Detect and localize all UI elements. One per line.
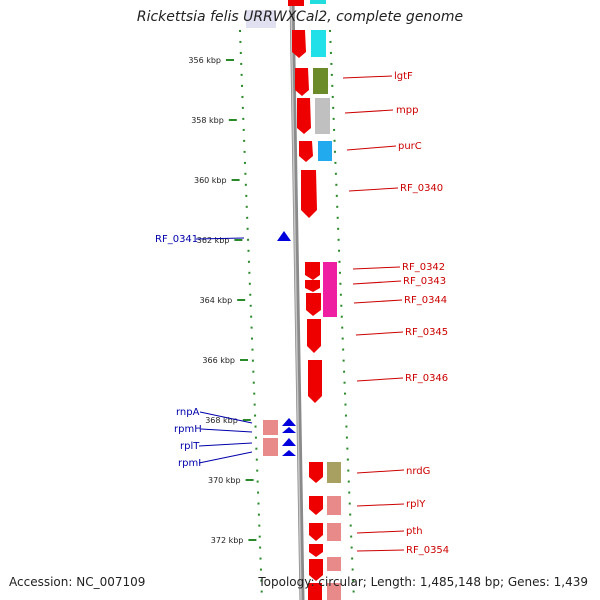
label-rpmH: rpmH [174, 424, 202, 435]
ruler-tick [240, 359, 248, 361]
label-rplT: rplT [180, 441, 200, 452]
label-purC: purC [398, 141, 422, 152]
ruler-tick [226, 59, 234, 61]
ruler-tick-label: 358 kbp [191, 116, 224, 125]
label-mpp: mpp [396, 105, 418, 116]
label-rplY: rplY [406, 499, 426, 510]
topology-text: Topology: circular; Length: 1,485,148 bp… [258, 575, 588, 589]
label-rpmI: rpmI [178, 458, 201, 469]
genome-backbone [289, 0, 305, 600]
label-RF_0354: RF_0354 [406, 545, 449, 556]
ruler-ticks: 356 kbp 358 kbp 360 kbp 362 kbp 364 kbp 366 k… [188, 56, 257, 545]
page-title: Rickettsia felis URRWXCal2, complete gen… [136, 9, 464, 25]
ruler-tick-label: 356 kbp [188, 56, 221, 65]
gene-feature-nrdG [309, 462, 341, 483]
gene-feature-RF_0342-0344 [305, 262, 337, 317]
ruler-tick-label: 362 kbp [197, 236, 230, 245]
gene-feature-RF_0340 [301, 170, 317, 218]
gene-feature-mpp [297, 98, 330, 134]
label-RF_0342: RF_0342 [402, 262, 445, 273]
accession-text: Accession: NC_007109 [9, 575, 146, 589]
gene-feature-pth [309, 523, 341, 541]
gene-feature-left-ribosomal [263, 418, 296, 456]
ruler-tick [242, 419, 251, 421]
dotted-track-left [239, 29, 263, 600]
gene-feature-lgtF [295, 68, 328, 96]
label-pth: pth [406, 526, 423, 537]
ruler-tick [231, 179, 240, 181]
gene-feature-RF_0341 [277, 231, 291, 241]
label-rnpA: rnpA [176, 407, 200, 418]
gene-feature-RF_0345 [307, 319, 321, 353]
ruler-tick [234, 239, 243, 241]
ruler-tick-label: 360 kbp [194, 176, 227, 185]
gene-feature-top [246, 0, 326, 28]
label-RF_0344: RF_0344 [404, 295, 447, 306]
label-RF_0343: RF_0343 [403, 276, 446, 287]
ruler-tick-label: 370 kbp [208, 476, 241, 485]
label-RF_0346: RF_0346 [405, 373, 448, 384]
label-RF_0345: RF_0345 [405, 327, 448, 338]
gene-feature-RF_0354 [308, 544, 341, 600]
label-nrdG: nrdG [406, 466, 430, 477]
left-gene-labels: RF_0341 rnpA rpmH rplT rpmI [155, 234, 253, 469]
ruler-tick-label: 372 kbp [211, 536, 244, 545]
ruler-tick-label: 368 kbp [205, 416, 238, 425]
label-RF_0340: RF_0340 [400, 183, 443, 194]
ruler-tick [237, 299, 246, 301]
gene-feature-RF_0346 [308, 360, 322, 403]
ruler-tick [248, 539, 257, 541]
gene-feature-rplY [309, 496, 341, 515]
ruler-tick [228, 119, 237, 121]
ruler-tick-label: 364 kbp [200, 296, 233, 305]
ruler-tick-label: 366 kbp [202, 356, 235, 365]
gene-feature-cyan-1 [292, 30, 326, 58]
backbone-highlight [290, 0, 302, 600]
label-RF_0341: RF_0341 [155, 234, 198, 245]
gene-feature-purC [299, 141, 332, 162]
label-lgtF: lgtF [394, 71, 413, 82]
ruler-tick [245, 479, 254, 481]
right-gene-labels: lgtF mpp purC RF_0340 RF_0342 RF_0343 RF… [342, 71, 449, 556]
